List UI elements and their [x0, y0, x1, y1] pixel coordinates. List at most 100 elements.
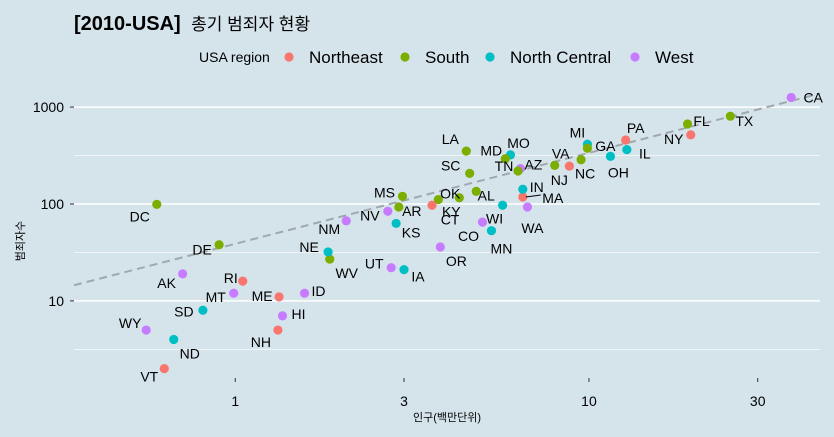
point-tx	[725, 111, 735, 121]
point-label-sd: SD	[174, 303, 193, 319]
point-mt	[229, 288, 239, 298]
y-tick-label: 100	[41, 196, 65, 212]
point-ri	[238, 276, 248, 286]
label-leader-ma	[525, 194, 541, 198]
point-label-de: DE	[192, 242, 211, 258]
point-sc	[465, 168, 475, 178]
point-label-az: AZ	[524, 157, 542, 173]
point-ma	[518, 192, 528, 202]
x-tick-label: 10	[581, 393, 597, 409]
point-nm	[341, 216, 351, 226]
point-ky	[454, 193, 464, 203]
point-label-ma: MA	[542, 190, 564, 206]
point-co	[477, 217, 488, 227]
legend-label: Northeast	[309, 48, 383, 67]
legend: USA region Northeast South North Central We…	[199, 48, 694, 67]
data-points	[141, 92, 796, 374]
point-label-hi: HI	[291, 306, 305, 322]
chart-subtitle: 총기 범죄자 현황	[191, 15, 310, 34]
point-label-va: VA	[552, 145, 570, 161]
gridlines	[74, 106, 820, 350]
legend-entry-north-central: North Central	[485, 48, 611, 67]
point-label-mo: MO	[507, 135, 530, 151]
point-label-tn: TN	[495, 158, 514, 174]
point-label-or: OR	[446, 253, 467, 269]
point-ks	[391, 218, 401, 229]
point-al	[471, 186, 481, 196]
point-label-il: IL	[639, 146, 651, 162]
legend-label: North Central	[510, 48, 611, 67]
point-mn	[486, 226, 497, 236]
trend-line	[73, 92, 821, 287]
point-label-ak: AK	[157, 275, 176, 291]
point-label-fl: FL	[693, 113, 710, 129]
point-va	[550, 160, 560, 171]
point-label-tx: TX	[735, 113, 754, 129]
point-label-mt: MT	[206, 289, 227, 305]
point-ga	[582, 143, 593, 153]
point-oh	[605, 151, 616, 161]
point-ms	[397, 191, 408, 201]
point-label-nm: NM	[318, 221, 340, 237]
x-axis: 1 3 10 30	[231, 378, 766, 409]
point-label-nd: ND	[180, 345, 200, 361]
point-label-nj: NJ	[551, 172, 568, 188]
point-label-ok: OK	[440, 186, 461, 202]
x-tick-label: 1	[231, 393, 239, 409]
point-ak	[178, 269, 188, 279]
point-wy	[141, 325, 151, 335]
legend-swatch	[284, 52, 294, 62]
point-label-ct: CT	[441, 211, 460, 227]
point-label-nc: NC	[575, 166, 595, 182]
point-label-ga: GA	[595, 138, 616, 154]
point-label-wv: WV	[335, 265, 358, 281]
point-label-id: ID	[312, 283, 326, 299]
y-tick-label: 10	[48, 293, 64, 309]
point-de	[214, 240, 224, 250]
point-label-dc: DC	[130, 208, 150, 224]
point-pa	[621, 135, 631, 145]
point-nj	[564, 161, 574, 171]
point-ok	[433, 194, 443, 205]
point-or	[435, 242, 445, 252]
legend-swatch	[485, 52, 495, 62]
point-ia	[399, 265, 409, 275]
legend-entry-northeast: Northeast	[284, 48, 383, 67]
point-label-ks: KS	[402, 224, 421, 240]
point-nd	[169, 334, 179, 345]
point-label-wi: WI	[486, 210, 503, 226]
point-id	[299, 288, 310, 298]
legend-swatch	[400, 52, 410, 62]
point-label-al: AL	[478, 187, 495, 203]
point-md	[500, 154, 510, 164]
point-label-co: CO	[458, 228, 479, 244]
point-fl	[682, 119, 693, 129]
legend-entry-south: South	[400, 48, 469, 67]
point-label-ri: RI	[224, 270, 238, 286]
point-label-la: LA	[442, 131, 460, 147]
legend-swatch	[630, 52, 640, 62]
legend-entry-west: West	[630, 48, 694, 67]
point-ne	[323, 247, 333, 257]
point-la	[461, 146, 471, 156]
point-label-wa: WA	[521, 220, 544, 236]
point-ct	[427, 200, 437, 210]
point-label-me: ME	[252, 288, 273, 304]
point-label-ny: NY	[664, 131, 684, 147]
point-il	[622, 144, 632, 155]
point-ny	[686, 130, 696, 140]
point-label-oh: OH	[608, 164, 629, 180]
legend-entries: Northeast South North Central West	[284, 48, 694, 67]
point-label-mn: MN	[491, 241, 513, 257]
point-label-in: IN	[530, 179, 544, 195]
point-label-ar: AR	[402, 203, 421, 219]
point-label-mi: MI	[570, 124, 586, 140]
point-dc	[152, 199, 162, 209]
point-wi	[498, 200, 508, 210]
point-sd	[198, 305, 208, 315]
point-wv	[325, 254, 335, 264]
x-tick-label: 30	[750, 393, 766, 409]
point-nh	[273, 325, 283, 335]
